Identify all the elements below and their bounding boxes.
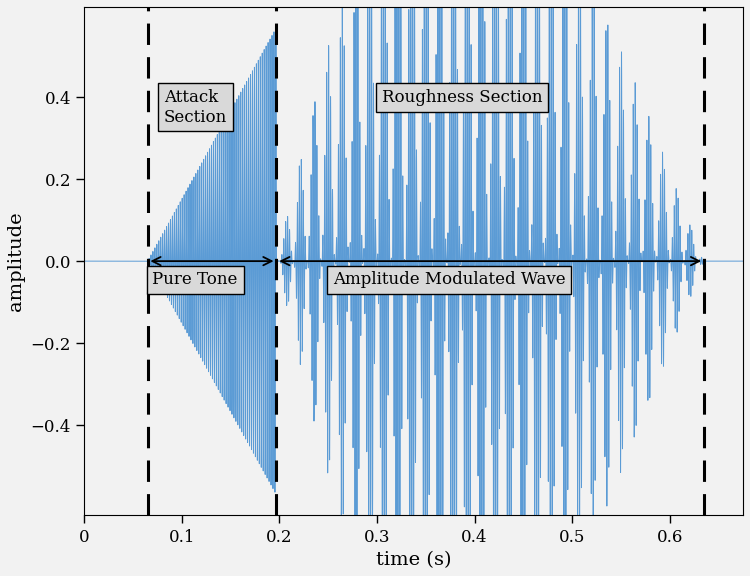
Y-axis label: amplitude: amplitude — [7, 211, 25, 311]
Text: Attack
Section: Attack Section — [164, 89, 227, 126]
Text: Roughness Section: Roughness Section — [382, 89, 542, 106]
Text: Amplitude Modulated Wave: Amplitude Modulated Wave — [333, 271, 566, 289]
X-axis label: time (s): time (s) — [376, 551, 452, 569]
Text: Pure Tone: Pure Tone — [152, 271, 238, 289]
